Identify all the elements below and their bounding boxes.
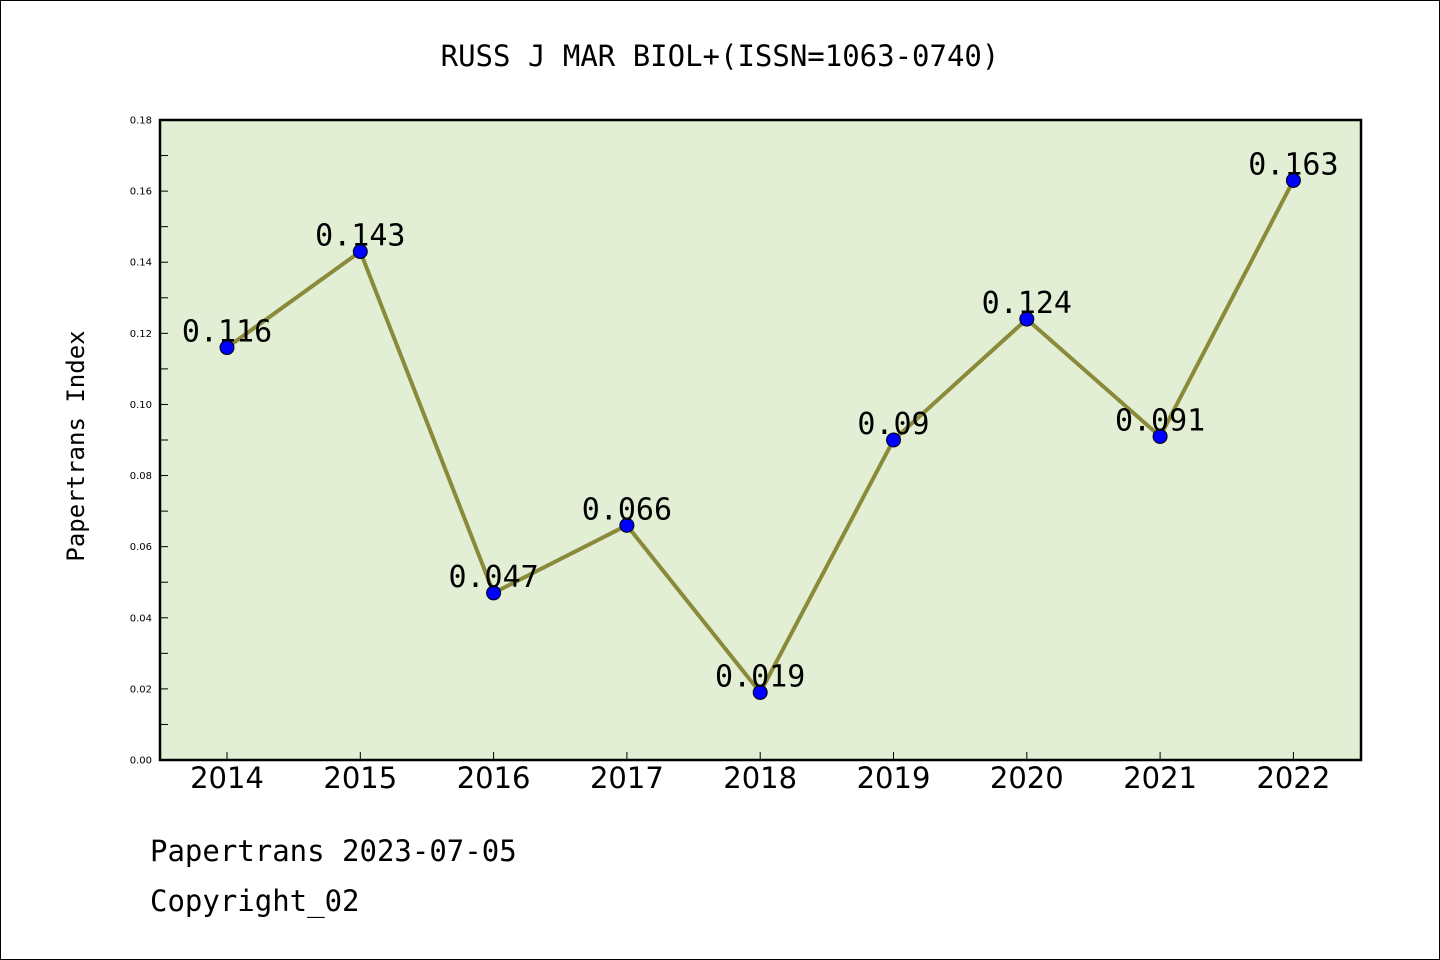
x-tick-label: 2016 <box>457 761 531 795</box>
data-label: 0.047 <box>448 560 538 595</box>
data-point <box>1019 311 1035 327</box>
x-tick-label: 2015 <box>323 761 397 795</box>
x-tick-label: 2019 <box>857 761 931 795</box>
data-labels: 0.116 0.143 0.047 0.066 0.019 0.09 0.124 0.091 0… <box>182 147 1339 694</box>
footer-copyright: Copyright_02 <box>150 884 360 918</box>
y-tick-label: 0.00 <box>130 756 152 767</box>
data-label: 0.143 <box>315 219 405 254</box>
y-tick-label: 0.16 <box>130 187 152 198</box>
y-tick-label: 0.08 <box>130 471 152 482</box>
data-points <box>219 172 1301 700</box>
x-tick-label: 2021 <box>1123 761 1197 795</box>
data-label: 0.019 <box>715 659 805 694</box>
data-point <box>352 244 368 260</box>
chart-title: RUSS J MAR BIOL+(ISSN=1063-0740) <box>441 39 1000 73</box>
plot-border <box>158 118 1363 762</box>
y-tick-label: 0.02 <box>130 684 152 695</box>
data-label: 0.163 <box>1248 147 1338 182</box>
data-point <box>619 517 635 533</box>
x-axis: 2014 2015 2016 2017 2018 2019 2020 2021 2022 <box>190 752 1330 795</box>
y-tick-label: 0.10 <box>130 400 152 411</box>
data-point <box>486 585 502 601</box>
data-label: 0.116 <box>182 315 272 350</box>
y-tick-label: 0.14 <box>130 258 152 269</box>
x-tick-label: 2020 <box>990 761 1064 795</box>
y-tick-label: 0.06 <box>130 542 152 553</box>
footer-date-line: Papertrans 2023-07-05 <box>150 834 517 868</box>
data-label: 0.066 <box>582 492 672 527</box>
x-tick-label: 2014 <box>190 761 264 795</box>
x-tick-label: 2022 <box>1256 761 1330 795</box>
y-tick-label: 0.18 <box>130 116 152 127</box>
x-tick-label: 2017 <box>590 761 664 795</box>
data-point <box>1152 428 1168 444</box>
y-axis-label: Papertrans Index <box>62 330 90 561</box>
y-tick-label: 0.04 <box>130 613 152 624</box>
data-point <box>219 340 235 356</box>
y-axis: 0.00 0.02 0.04 0.06 0.08 0.10 0.12 0.14 0.16 0.18 <box>130 116 168 767</box>
data-point <box>886 432 901 448</box>
data-label: 0.124 <box>982 286 1072 321</box>
data-label: 0.09 <box>857 407 929 442</box>
y-tick-label: 0.12 <box>130 329 152 340</box>
data-point <box>1285 172 1301 188</box>
data-label: 0.091 <box>1115 403 1205 438</box>
data-point <box>752 684 768 700</box>
x-tick-label: 2018 <box>723 761 797 795</box>
